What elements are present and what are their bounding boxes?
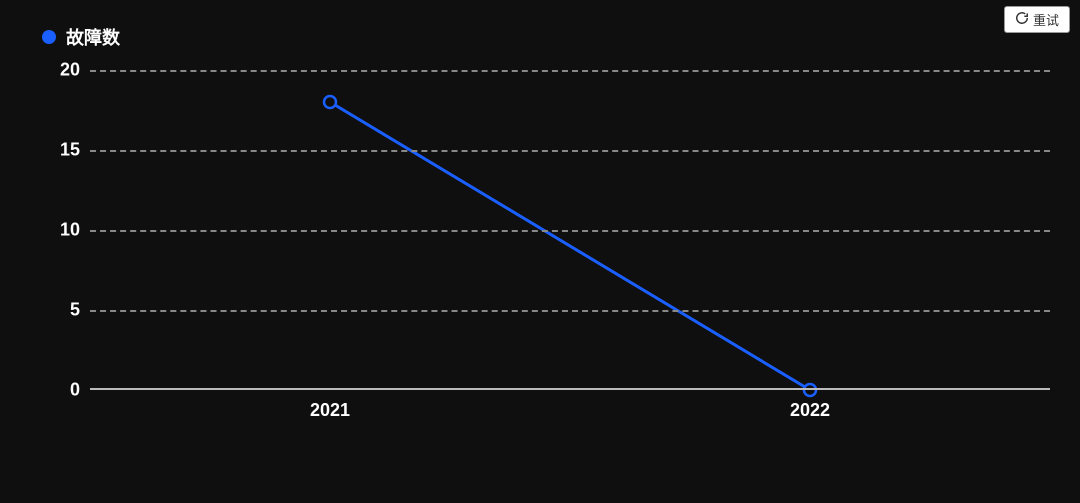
legend-label: 故障数 (66, 24, 120, 50)
y-tick-label: 5 (40, 300, 80, 321)
x-tick-label: 2021 (310, 400, 350, 421)
grid-line (90, 310, 1050, 312)
fault-count-chart: 0510152020212022 (0, 70, 1080, 450)
x-axis (90, 388, 1050, 390)
y-tick-label: 0 (40, 380, 80, 401)
grid-line (90, 230, 1050, 232)
plot-area (90, 70, 1050, 390)
y-tick-label: 10 (40, 220, 80, 241)
retry-icon (1015, 11, 1029, 28)
y-tick-label: 20 (40, 60, 80, 81)
retry-button[interactable]: 重试 (1004, 6, 1070, 33)
legend: 故障数 (42, 24, 120, 50)
x-tick-label: 2022 (790, 400, 830, 421)
retry-label: 重试 (1033, 10, 1059, 29)
legend-marker (42, 30, 56, 44)
grid-line (90, 70, 1050, 72)
grid-line (90, 150, 1050, 152)
y-tick-label: 15 (40, 140, 80, 161)
